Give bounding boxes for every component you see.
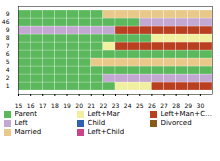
- html-text:Child: Child: [87, 119, 106, 127]
- html-text:Left+Child: Left+Child: [87, 128, 125, 136]
- svg-text:29: 29: [184, 102, 192, 109]
- svg-text:18: 18: [51, 102, 59, 109]
- svg-text:21: 21: [87, 102, 95, 109]
- svg-text:15: 15: [15, 102, 23, 109]
- svg-text:17: 17: [39, 102, 47, 109]
- html-text:Divorced: Divorced: [160, 119, 192, 127]
- svg-text:2: 2: [6, 74, 10, 81]
- svg-text:27: 27: [160, 102, 168, 109]
- svg-text:9: 9: [6, 10, 10, 17]
- svg-text:46: 46: [2, 18, 10, 25]
- svg-text:19: 19: [63, 102, 71, 109]
- svg-text:22: 22: [100, 102, 108, 109]
- html-text:Left: Left: [14, 119, 28, 127]
- svg-text:6: 6: [6, 50, 10, 57]
- svg-text:16: 16: [27, 102, 35, 109]
- svg-text:5: 5: [6, 58, 10, 65]
- svg-text:24: 24: [124, 102, 132, 109]
- svg-text:7: 7: [6, 42, 10, 49]
- svg-text:26: 26: [148, 102, 156, 109]
- svg-text:8: 8: [6, 34, 10, 41]
- html-text:Married: Married: [14, 128, 42, 136]
- svg-text:30: 30: [197, 102, 205, 109]
- svg-text:28: 28: [172, 102, 180, 109]
- svg-text:9: 9: [6, 26, 10, 33]
- svg-text:25: 25: [136, 102, 144, 109]
- svg-text:20: 20: [75, 102, 83, 109]
- html-text:Parent: Parent: [14, 110, 37, 118]
- svg-text:1: 1: [6, 82, 10, 89]
- html-text:Left+Mar: Left+Mar: [87, 110, 120, 118]
- svg-text:23: 23: [112, 102, 120, 109]
- svg-text:4: 4: [6, 66, 10, 73]
